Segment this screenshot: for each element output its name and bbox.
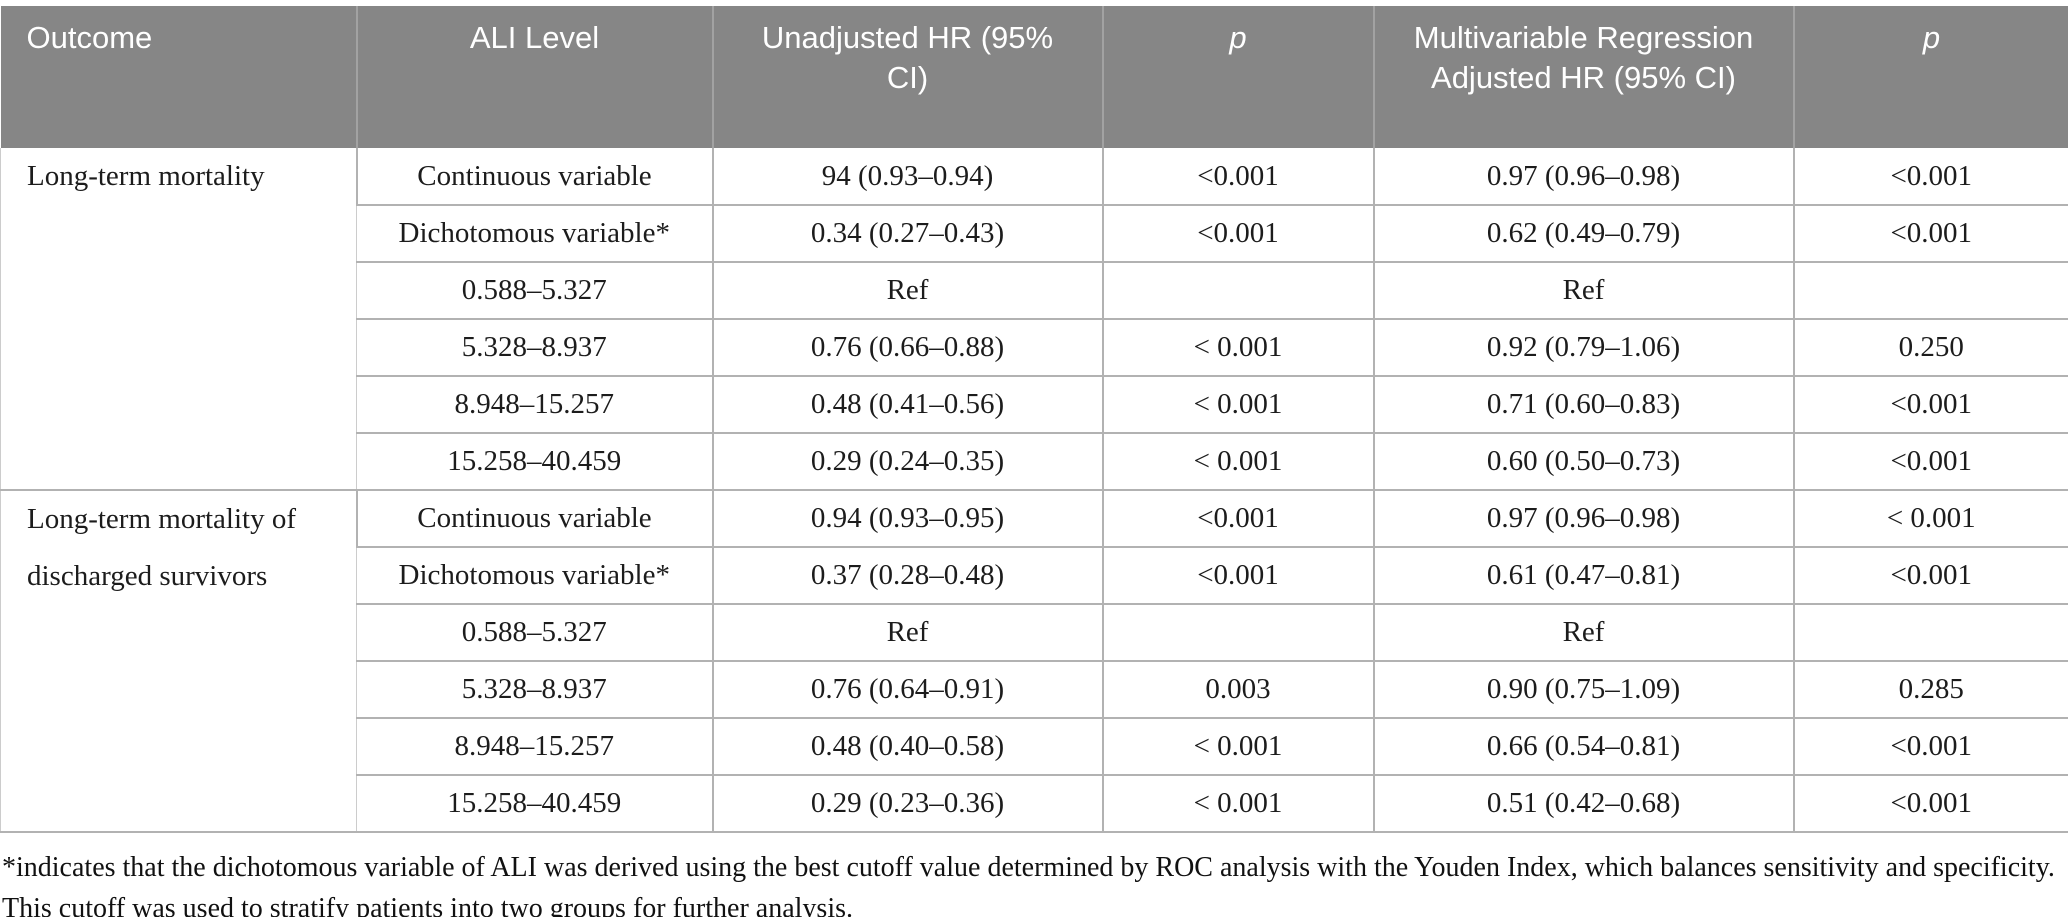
p-unadjusted-cell bbox=[1101, 604, 1374, 662]
ali-level-cell: 8.948–15.257 bbox=[356, 376, 713, 434]
adjusted-hr-cell: 0.62 (0.49–0.79) bbox=[1372, 205, 1794, 263]
header-row: Outcome ALI Level Unadjusted HR (95% CI)… bbox=[0, 6, 2068, 148]
p-adjusted-cell: 0.285 bbox=[1792, 661, 2068, 719]
unadjusted-hr-cell: Ref bbox=[711, 262, 1103, 320]
p-adjusted-cell: 0.250 bbox=[1792, 319, 2068, 377]
col-header-adjusted-hr: Multivariable Regression Adjusted HR (95… bbox=[1372, 6, 1794, 148]
p-adjusted-cell: <0.001 bbox=[1792, 148, 2068, 206]
p-adjusted-cell: <0.001 bbox=[1792, 433, 2068, 491]
col-header-p-unadjusted: p bbox=[1101, 6, 1374, 148]
ali-level-cell: 0.588–5.327 bbox=[356, 604, 713, 662]
p-unadjusted-cell: <0.001 bbox=[1101, 547, 1374, 605]
adjusted-hr-cell: 0.66 (0.54–0.81) bbox=[1372, 718, 1794, 776]
adjusted-hr-cell: 0.71 (0.60–0.83) bbox=[1372, 376, 1794, 434]
col-header-outcome: Outcome bbox=[0, 6, 357, 148]
table-row: 0.588–5.327 Ref Ref bbox=[1, 262, 2068, 320]
p-unadjusted-cell: < 0.001 bbox=[1101, 718, 1374, 776]
adjusted-hr-cell: 0.97 (0.96–0.98) bbox=[1372, 148, 1794, 206]
table-body: Long-term mortality Continuous variable 94… bbox=[0, 148, 2068, 833]
ali-level-cell: 5.328–8.937 bbox=[356, 661, 713, 719]
table-footnote: *indicates that the dichotomous variable… bbox=[2, 852, 2055, 917]
hazard-ratio-table: Outcome ALI Level Unadjusted HR (95% CI)… bbox=[0, 6, 2068, 833]
adjusted-hr-cell: 0.61 (0.47–0.81) bbox=[1372, 547, 1794, 605]
p-unadjusted-cell: <0.001 bbox=[1101, 148, 1374, 206]
unadjusted-hr-cell: 0.29 (0.23–0.36) bbox=[711, 775, 1103, 833]
adjusted-hr-cell: Ref bbox=[1372, 262, 1794, 320]
unadjusted-hr-cell: 0.34 (0.27–0.43) bbox=[711, 205, 1103, 263]
table-row: 15.258–40.459 0.29 (0.24–0.35) < 0.001 0.60… bbox=[1, 433, 2068, 491]
ali-level-cell: 15.258–40.459 bbox=[356, 775, 713, 833]
p-adjusted-cell bbox=[1792, 604, 2068, 662]
outcome-cell: Long-term mortality of discharged surviv… bbox=[0, 490, 357, 833]
ali-level-cell: Continuous variable bbox=[355, 148, 713, 206]
unadjusted-hr-cell: 0.94 (0.93–0.95) bbox=[711, 490, 1103, 548]
p-adjusted-cell: <0.001 bbox=[1792, 376, 2068, 434]
p-adjusted-cell: < 0.001 bbox=[1792, 490, 2068, 548]
ali-level-cell: Dichotomous variable* bbox=[356, 547, 713, 605]
adjusted-hr-cell: 0.60 (0.50–0.73) bbox=[1372, 433, 1794, 491]
p-adjusted-cell: <0.001 bbox=[1792, 718, 2068, 776]
table-row: 8.948–15.257 0.48 (0.41–0.56) < 0.001 0.71 … bbox=[1, 376, 2068, 434]
table-row: Long-term mortality Continuous variable 94… bbox=[0, 148, 2068, 491]
p-unadjusted-cell bbox=[1101, 262, 1374, 320]
unadjusted-hr-cell: Ref bbox=[711, 604, 1103, 662]
ali-level-cell: 0.588–5.327 bbox=[356, 262, 713, 320]
p-adjusted-cell: <0.001 bbox=[1792, 775, 2068, 833]
adjusted-hr-cell: 0.90 (0.75–1.09) bbox=[1372, 661, 1794, 719]
table-row: 5.328–8.937 0.76 (0.66–0.88) < 0.001 0.92 (… bbox=[1, 319, 2068, 377]
p-adjusted-cell: <0.001 bbox=[1792, 205, 2068, 263]
adjusted-hr-cell: 0.92 (0.79–1.06) bbox=[1372, 319, 1794, 377]
col-header-p-adjusted: p bbox=[1792, 6, 2068, 148]
p-unadjusted-cell: <0.001 bbox=[1101, 205, 1374, 263]
table-row: 5.328–8.937 0.76 (0.64–0.91) 0.003 0.90 (0.… bbox=[1, 661, 2068, 719]
unadjusted-hr-cell: 0.37 (0.28–0.48) bbox=[711, 547, 1103, 605]
p-unadjusted-cell: < 0.001 bbox=[1101, 376, 1374, 434]
table-row: Dichotomous variable* 0.37 (0.28–0.48) <0.… bbox=[1, 547, 2068, 605]
adjusted-hr-cell: Ref bbox=[1372, 604, 1794, 662]
table-header: Outcome ALI Level Unadjusted HR (95% CI)… bbox=[0, 6, 2068, 148]
p-unadjusted-cell: < 0.001 bbox=[1101, 433, 1374, 491]
ali-level-cell: Dichotomous variable* bbox=[356, 205, 713, 263]
unadjusted-hr-cell: 0.76 (0.64–0.91) bbox=[711, 661, 1103, 719]
p-unadjusted-cell: < 0.001 bbox=[1101, 319, 1374, 377]
p-adjusted-cell: <0.001 bbox=[1792, 547, 2068, 605]
unadjusted-hr-cell: 0.76 (0.66–0.88) bbox=[711, 319, 1103, 377]
p-adjusted-cell bbox=[1792, 262, 2068, 320]
ali-level-cell: 5.328–8.937 bbox=[356, 319, 713, 377]
ali-level-cell: 15.258–40.459 bbox=[356, 433, 713, 491]
unadjusted-hr-cell: 0.48 (0.40–0.58) bbox=[711, 718, 1103, 776]
p-unadjusted-cell: 0.003 bbox=[1101, 661, 1374, 719]
outcome-cell: Long-term mortality bbox=[0, 148, 357, 491]
p-unadjusted-cell: <0.001 bbox=[1101, 490, 1374, 548]
table-row: 0.588–5.327 Ref Ref bbox=[1, 604, 2068, 662]
p-unadjusted-cell: < 0.001 bbox=[1101, 775, 1374, 833]
col-header-ali-level: ALI Level bbox=[355, 6, 713, 148]
col-header-unadjusted-hr: Unadjusted HR (95% CI) bbox=[711, 6, 1103, 148]
table-row: Long-term mortality of discharged surviv… bbox=[0, 490, 2068, 833]
table-row: 15.258–40.459 0.29 (0.23–0.36) < 0.001 0.51… bbox=[1, 775, 2068, 833]
unadjusted-hr-cell: 0.48 (0.41–0.56) bbox=[711, 376, 1103, 434]
adjusted-hr-cell: 0.97 (0.96–0.98) bbox=[1372, 490, 1794, 548]
adjusted-hr-cell: 0.51 (0.42–0.68) bbox=[1372, 775, 1794, 833]
table-row: Dichotomous variable* 0.34 (0.27–0.43) <0.… bbox=[1, 205, 2068, 263]
ali-level-cell: 8.948–15.257 bbox=[356, 718, 713, 776]
ali-level-cell: Continuous variable bbox=[355, 490, 713, 548]
unadjusted-hr-cell: 94 (0.93–0.94) bbox=[711, 148, 1103, 206]
unadjusted-hr-cell: 0.29 (0.24–0.35) bbox=[711, 433, 1103, 491]
table-row: 8.948–15.257 0.48 (0.40–0.58) < 0.001 0.66 … bbox=[1, 718, 2068, 776]
